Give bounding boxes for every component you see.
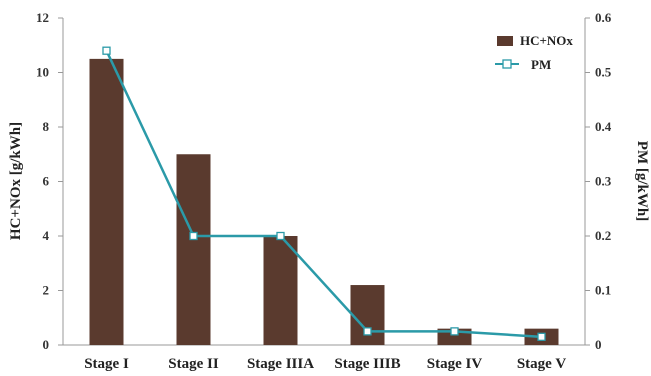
pm-point-stage-v — [537, 332, 546, 341]
y-axis-title-right: PM [g/kWh] — [634, 141, 650, 221]
line-series-pm — [102, 46, 546, 341]
right-tick-label: 0.1 — [595, 283, 611, 298]
category-label-stage-ii: Stage II — [168, 356, 219, 372]
bar-series-hc-nox — [89, 58, 559, 345]
category-label-stage-iiia: Stage IIIA — [247, 356, 314, 372]
category-label-stage-iv: Stage IV — [427, 356, 483, 372]
right-tick-label: 0.2 — [595, 228, 611, 243]
y-axis-title-left: HC+NOx [g/kWh] — [8, 122, 24, 240]
right-tick-label: 0.3 — [595, 174, 612, 189]
category-labels: Stage I Stage II Stage IIIA Stage IIIB Stage… — [84, 356, 566, 372]
legend-swatch-hc-nox — [497, 36, 513, 46]
right-tick-label: 0.5 — [595, 65, 612, 80]
left-tick-label: 10 — [36, 65, 49, 80]
bar-stage-i — [89, 58, 124, 345]
pm-point-stage-iiia — [276, 231, 285, 241]
pm-point-stage-i — [102, 46, 111, 55]
pm-point-stage-iiib — [363, 327, 372, 336]
legend-label-pm: PM — [531, 57, 551, 72]
right-y-ticks: 0 0.1 0.2 0.3 0.4 0.5 0.6 — [585, 10, 612, 352]
bar-stage-iiib — [350, 285, 385, 345]
legend-marker-pm — [502, 59, 512, 69]
left-tick-label: 6 — [43, 174, 50, 189]
pm-point-stage-iv — [450, 327, 459, 336]
bar-stage-iiia — [263, 236, 298, 345]
category-label-stage-iiib: Stage IIIB — [334, 356, 400, 372]
pm-point-stage-ii — [189, 231, 198, 241]
legend-label-hc-nox: HC+NOx — [520, 33, 573, 48]
left-tick-label: 0 — [43, 337, 50, 352]
category-label-stage-v: Stage V — [517, 356, 566, 372]
right-tick-label: 0 — [595, 337, 602, 352]
left-y-ticks: 0 2 4 6 8 10 12 — [36, 10, 63, 352]
bar-stage-ii — [176, 154, 211, 345]
left-tick-label: 4 — [43, 228, 50, 243]
legend: HC+NOx PM — [495, 33, 573, 72]
pm-line — [105, 50, 542, 339]
category-label-stage-i: Stage I — [84, 356, 129, 372]
left-tick-label: 12 — [36, 10, 49, 25]
right-tick-label: 0.6 — [595, 10, 612, 25]
left-tick-label: 2 — [43, 283, 50, 298]
left-tick-label: 8 — [43, 119, 50, 134]
right-tick-label: 0.4 — [595, 119, 612, 134]
